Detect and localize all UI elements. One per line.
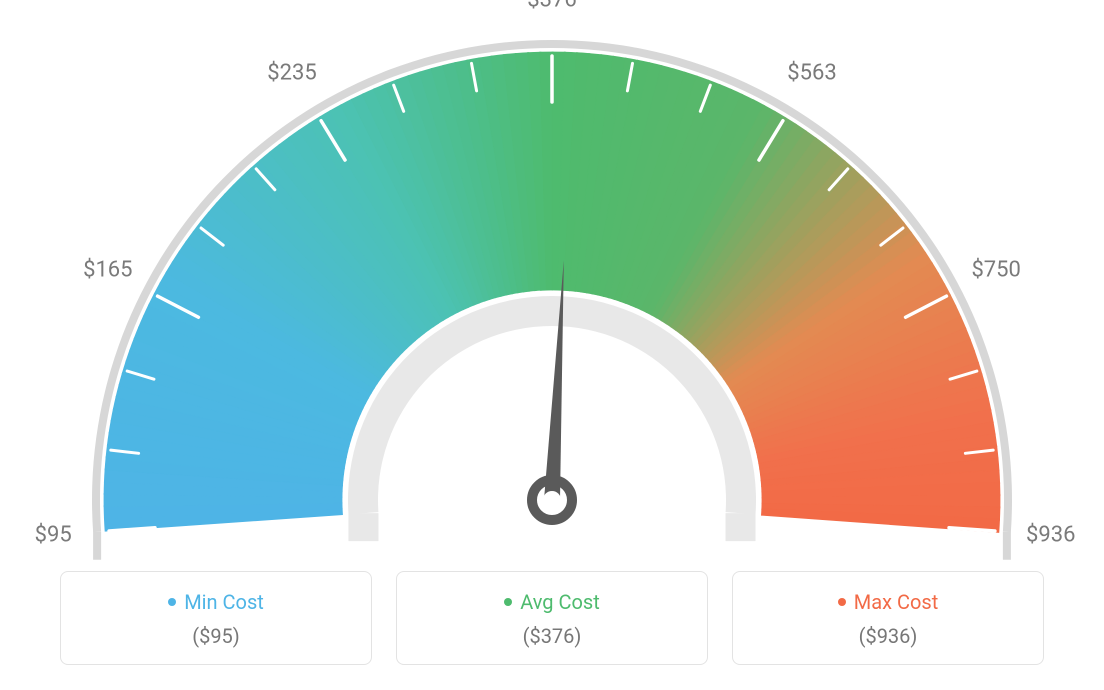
legend-title-avg: Avg Cost [407,590,697,614]
gauge-area: $95 $165 $235 $376 $563 $750 $936 [0,0,1104,560]
gauge-tick-label: $95 [35,522,72,547]
gauge-svg [0,0,1104,560]
cost-gauge-chart: $95 $165 $235 $376 $563 $750 $936 Min Cost ($9… [0,0,1104,690]
legend-title-min: Min Cost [71,590,361,614]
legend-card-max: Max Cost ($936) [732,571,1044,665]
legend-value-avg: ($376) [407,624,697,648]
legend-title-max: Max Cost [743,590,1033,614]
legend-dot-avg [504,598,512,606]
legend-dot-min [168,598,176,606]
legend-label-avg: Avg Cost [520,590,600,614]
legend-card-min: Min Cost ($95) [60,571,372,665]
legend-card-avg: Avg Cost ($376) [396,571,708,665]
legend-row: Min Cost ($95) Avg Cost ($376) Max Cost … [60,571,1044,665]
legend-dot-max [838,598,846,606]
gauge-tick-label: $936 [1026,522,1075,547]
legend-label-max: Max Cost [854,590,939,614]
legend-value-max: ($936) [743,624,1033,648]
legend-label-min: Min Cost [184,590,264,614]
legend-value-min: ($95) [71,624,361,648]
gauge-tick-label: $750 [971,258,1020,283]
gauge-tick-label: $563 [787,60,836,85]
gauge-tick-label: $165 [83,258,132,283]
gauge-tick-label: $235 [267,60,316,85]
gauge-tick-label: $376 [527,0,576,13]
